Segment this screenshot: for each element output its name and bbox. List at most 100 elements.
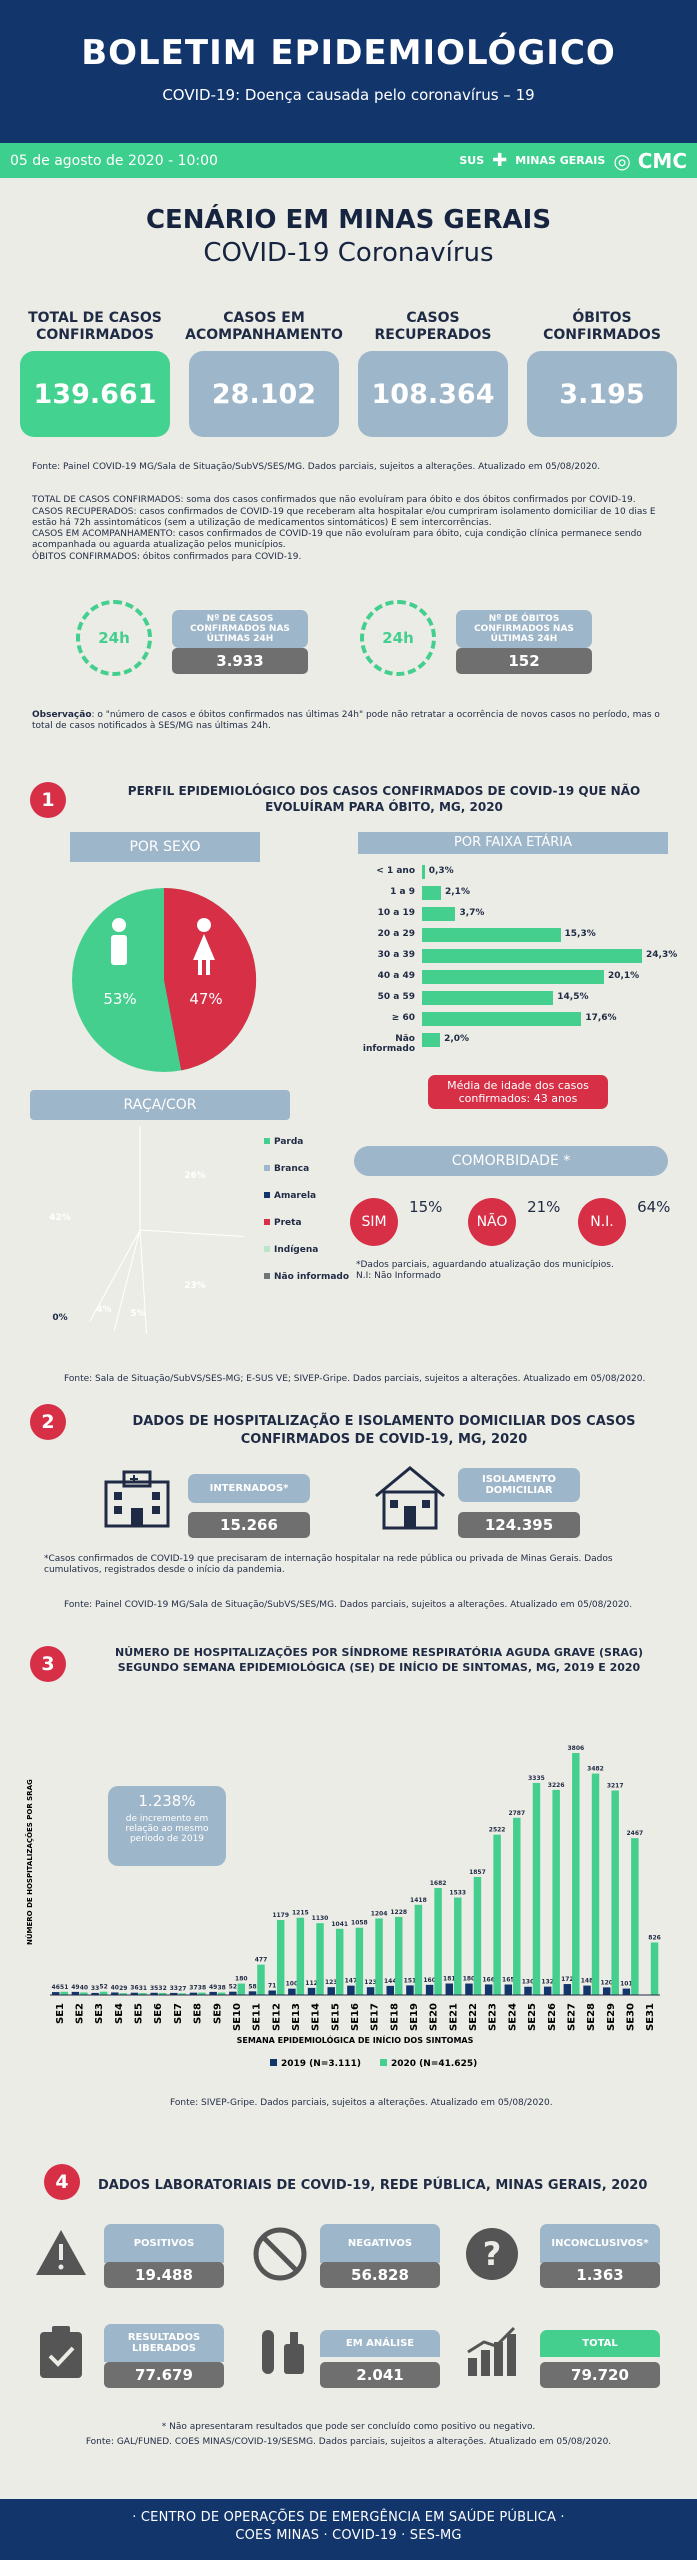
- srag-bar-value: 1418: [410, 1897, 427, 1904]
- comorbidity-title: COMORBIDADE *: [354, 1146, 668, 1176]
- srag-bar-2019: [347, 1985, 355, 1995]
- race-slice-label: 26%: [184, 1171, 206, 1181]
- srag-bar-2019: [504, 1984, 513, 1995]
- bar-chart-icon-svg: [467, 2326, 516, 2376]
- section-1-title: PERFIL EPIDEMIOLÓGICO DOS CASOS CONFIRMA…: [127, 784, 641, 815]
- srag-bar-value: 46: [52, 1984, 60, 1991]
- srag-bar-value: 1058: [351, 1920, 368, 1927]
- age-bar: [422, 928, 561, 942]
- hospitalized-label: INTERNADOS*: [188, 1474, 310, 1503]
- srag-bar-2019: [52, 1992, 60, 1995]
- srag-x-axis-label: SEMANA EPIDEMIOLÓGICA DE INÍCIO DOS SINT…: [237, 2034, 474, 2045]
- srag-x-tick-label: SE7: [173, 2003, 184, 2024]
- race-title: RAÇA/COR: [30, 1090, 290, 1120]
- srag-x-tick-label: SE20: [429, 2003, 440, 2031]
- lab-released-label: RESULTADOS LIBERADOS: [104, 2324, 224, 2362]
- srag-bar-value: 151: [404, 1977, 417, 1984]
- srag-bar-2020: [650, 1942, 659, 1995]
- kpi-label: TOTAL DE CASOS CONFIRMADOS: [28, 310, 162, 344]
- cmc-icon: ◎: [613, 148, 631, 173]
- comorb-yes-value: 15%: [409, 1198, 443, 1216]
- bulletin-date: 05 de agosto de 2020 - 10:00: [10, 152, 218, 169]
- scenario-title: CENÁRIO EM MINAS GERAIS COVID-19 Coronav…: [0, 204, 697, 269]
- kpi-label: CASOS RECUPERADOS: [374, 310, 492, 344]
- srag-bar-value: 33: [170, 1985, 178, 1992]
- race-slice: [113, 1229, 141, 1331]
- srag-x-tick-label: SE17: [370, 2003, 381, 2031]
- srag-bar-value: 112: [305, 1980, 318, 1987]
- scenario-definitions: TOTAL DE CASOS CONFIRMADOS: soma dos cas…: [32, 495, 656, 562]
- age-bar: [422, 991, 554, 1005]
- srag-bar-2019: [71, 1991, 80, 1995]
- srag-bar-value: 1179: [272, 1912, 289, 1919]
- age-bar-label: 20 a 29: [377, 929, 415, 939]
- srag-bar-value: 123: [325, 1979, 338, 1986]
- srag-x-tick-label: SE14: [311, 2003, 322, 2031]
- observation-label: Observação: [32, 710, 92, 720]
- age-bar-value: 2,0%: [444, 1034, 470, 1044]
- srag-bar-2019: [111, 1992, 119, 1995]
- female-icon-head: [197, 918, 211, 932]
- srag-bar-chart: NÚMERO DE HOSPITALIZAÇÕES POR SRAG 46 51 SE…: [25, 1745, 661, 2069]
- comorbidity-row: SIM 15% NÃO 21% N.I. 64%: [350, 1198, 680, 1248]
- srag-x-tick-label: SE5: [134, 2003, 145, 2024]
- sex-pie-chart: 53% 47%: [72, 887, 257, 1072]
- footer-line2: COES MINAS · COVID-19 · SES-MG: [235, 2528, 462, 2543]
- srag-bar-2020: [257, 1964, 265, 1995]
- home-isolation-label: ISOLAMENTO DOMICILIAR: [458, 1468, 580, 1502]
- lab-grid: POSITIVOS 19.488 NEGATIVOS 56.828 ? INCO…: [0, 2220, 697, 2410]
- male-icon: [111, 935, 127, 965]
- race-pie-chart: 26% 23% 5% 4% 0% 42% Parda Branca Amarela Preta In…: [49, 1126, 349, 1334]
- srag-bar-value: 38: [198, 1985, 206, 1992]
- race-slice-label: 42%: [49, 1213, 71, 1223]
- scenario-source: Fonte: Painel COVID-19 MG/Sala de Situaç…: [32, 462, 601, 472]
- age-bar: [422, 907, 456, 921]
- srag-bar-2020: [139, 1993, 147, 1995]
- srag-bar-2020: [99, 1991, 108, 1995]
- lab-inconclusive-value: 1.363: [540, 2262, 660, 2288]
- minas-gerais-logo: MINAS GERAIS: [515, 154, 606, 167]
- srag-x-tick-label: SE23: [488, 2003, 499, 2031]
- srag-bar-2019: [366, 1987, 375, 1995]
- srag-bar-value: 100: [286, 1981, 299, 1988]
- kpi-recovered: CASOS RECUPERADOS 108.364: [358, 289, 508, 437]
- srag-bar-2020: [532, 1782, 541, 1995]
- lab-positive-label: POSITIVOS: [104, 2224, 224, 2263]
- race-legend-swatch: [264, 1246, 270, 1252]
- age-bar-label: 10 a 19: [377, 908, 415, 918]
- test-tubes-icon: [254, 2324, 310, 2380]
- srag-x-tick-label: SE3: [94, 2003, 105, 2024]
- comorb-no: NÃO 21%: [468, 1198, 560, 1246]
- srag-x-tick-label: SE22: [468, 2003, 479, 2031]
- kpi-label: ÓBITOS CONFIRMADOS: [543, 310, 661, 344]
- srag-bar-2019: [563, 1984, 572, 1995]
- comorb-yes-label: SIM: [350, 1198, 398, 1246]
- age-title: POR FAIXA ETÁRIA: [358, 832, 668, 854]
- age-bar-label: ≥ 60: [391, 1013, 415, 1023]
- srag-bar-value: 160: [423, 1977, 436, 1984]
- clipboard-icon-svg: [40, 2326, 82, 2378]
- last24-cases-value: 3.933: [172, 648, 308, 674]
- clock-24h-icon: 24h: [76, 600, 152, 676]
- lab-total-value: 79.720: [540, 2362, 660, 2388]
- race-slice: [89, 1229, 141, 1322]
- srag-x-tick-label: SE16: [350, 2003, 361, 2031]
- srag-bar-2020: [355, 1927, 364, 1995]
- age-bar-value: 15,3%: [564, 929, 596, 939]
- srag-bar-2019: [484, 1984, 493, 1995]
- age-bar: [422, 949, 642, 963]
- last24-cases-label: Nº DE CASOS CONFIRMADOS NAS ÚLTIMAS 24H: [172, 610, 308, 648]
- age-bar-label: 50 a 59: [377, 992, 415, 1002]
- srag-x-tick-label: SE9: [212, 2003, 223, 2024]
- srag-bar-value: 32: [158, 1985, 166, 1992]
- srag-bar-2019: [425, 1984, 434, 1995]
- age-bar: [422, 886, 441, 900]
- srag-bar-value: 2522: [489, 1827, 506, 1834]
- age-bar-chart: < 1 ano 0,3% 1 a 9 2,1% 10 a 19 3,7% 20 a 29 15…: [340, 865, 680, 1065]
- last24-deaths-label: Nº DE ÓBITOS CONFIRMADOS NAS ÚLTIMAS 24H: [456, 610, 592, 648]
- srag-x-tick-label: SE28: [586, 2003, 597, 2031]
- last24-deaths-value: 152: [456, 648, 592, 674]
- hospitalized-value: 15.266: [188, 1512, 310, 1538]
- srag-bar-2020: [80, 1992, 88, 1995]
- observation-text: : o "número de casos e óbitos confirmado…: [32, 710, 660, 732]
